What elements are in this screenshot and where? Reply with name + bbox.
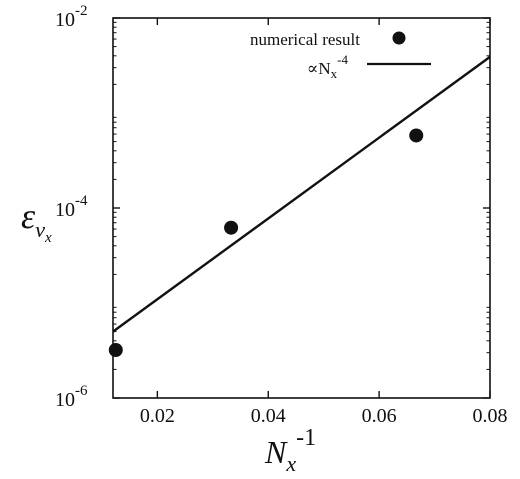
x-axis-label: Nx-1 xyxy=(264,425,316,476)
power-law-series xyxy=(112,55,491,333)
numerical-result-series xyxy=(108,128,424,358)
data-point-1 xyxy=(224,220,239,235)
y-tick-label-0: 10-6 xyxy=(55,383,88,411)
y-tick-label-exp-2: -2 xyxy=(75,3,88,19)
y-tick-label-exp-1: -4 xyxy=(75,193,88,209)
legend-label-power-law: ∝Nx-4 xyxy=(307,52,349,81)
y-axis-label: ενx xyxy=(21,196,52,246)
x-axis-label-sup: -1 xyxy=(296,425,316,451)
y-axis-label-sub: ν xyxy=(35,217,45,242)
legend-label-power-law-prefix: ∝N xyxy=(307,59,331,78)
power-law-line xyxy=(112,55,491,333)
legend-label-power-law-sub: x xyxy=(331,66,338,81)
data-point-0 xyxy=(108,343,123,358)
x-tick-label-3: 0.08 xyxy=(473,405,508,427)
x-axis-label-sub: x xyxy=(285,451,296,476)
legend: numerical result ∝Nx-4 xyxy=(250,30,431,81)
plot-frame xyxy=(112,17,491,399)
y-tick-label-1: 10-4 xyxy=(55,193,88,221)
y-tick-label-base-2: 10 xyxy=(55,9,75,31)
legend-label-power-law-sup: -4 xyxy=(337,52,348,67)
x-tick-label-0: 0.02 xyxy=(140,405,175,427)
y-tick-label-base-1: 10 xyxy=(55,199,75,221)
data-point-2 xyxy=(409,128,424,143)
x-tick-label-1: 0.04 xyxy=(251,405,286,427)
y-axis-label-subsub: x xyxy=(44,230,52,246)
x-axis-label-base: N xyxy=(264,434,288,470)
y-axis-label-base: ε xyxy=(21,196,36,236)
axis-ticks xyxy=(113,17,491,399)
x-tick-label-2: 0.06 xyxy=(362,405,397,427)
y-tick-label-exp-0: -6 xyxy=(75,383,88,399)
legend-marker-point xyxy=(392,31,406,45)
legend-label-numerical-result: numerical result xyxy=(250,30,360,49)
y-tick-label-2: 10-2 xyxy=(55,3,88,31)
y-tick-label-base-0: 10 xyxy=(55,389,75,411)
